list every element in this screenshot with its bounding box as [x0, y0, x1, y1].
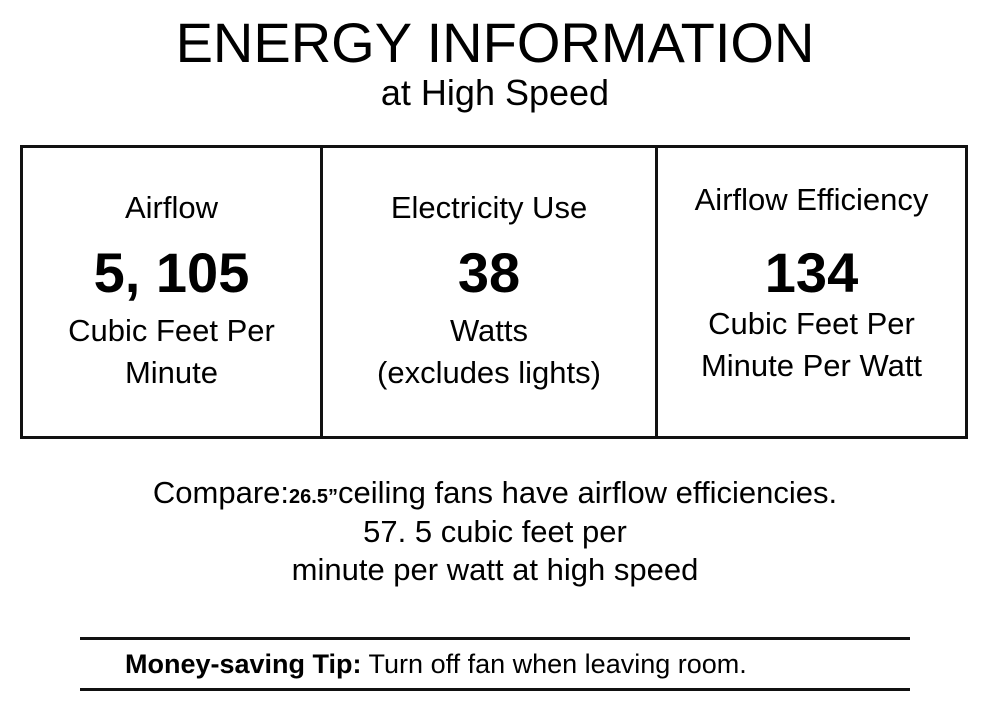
- efficiency-unit-line1: Cubic Feet Per: [708, 306, 915, 341]
- compare-fan-size: 26.5”: [289, 486, 338, 508]
- tip-label: Money-saving Tip:: [125, 649, 362, 679]
- electricity-label: Electricity Use: [390, 190, 588, 225]
- efficiency-column: Airflow Efficiency 134 Cubic Feet Per Mi…: [658, 148, 965, 436]
- energy-info-table: Airflow 5, 105 Cubic Feet Per Minute Ele…: [20, 145, 968, 439]
- airflow-unit-line2: Minute: [124, 355, 219, 390]
- airflow-label: Airflow: [124, 190, 218, 225]
- compare-line2: 57. 5 cubic feet per: [363, 514, 627, 549]
- compare-line1-text: ceiling fans have airflow efficiencies.: [337, 475, 838, 510]
- compare-line1: Compare:26.5”ceiling fans have airflow e…: [0, 474, 990, 516]
- efficiency-label: Airflow Efficiency: [694, 182, 929, 217]
- efficiency-unit-line2: Minute Per Watt: [700, 348, 923, 383]
- compare-line3: minute per watt at high speed: [291, 552, 699, 587]
- compare-prefix: Compare:: [152, 475, 290, 510]
- airflow-unit-line1: Cubic Feet Per: [68, 313, 275, 348]
- page-title: ENERGY INFORMATION: [175, 11, 815, 74]
- efficiency-value: 134: [764, 241, 859, 304]
- electricity-unit-line2: (excludes lights): [377, 355, 601, 390]
- page-subtitle: at High Speed: [380, 72, 610, 113]
- airflow-column: Airflow 5, 105 Cubic Feet Per Minute: [23, 148, 323, 436]
- electricity-value: 38: [457, 241, 521, 304]
- tip-text: Turn off fan when leaving room.: [368, 649, 747, 679]
- airflow-value: 5, 105: [93, 241, 250, 304]
- electricity-unit-line1: Watts: [449, 313, 529, 348]
- money-saving-tip: Money-saving Tip: Turn off fan when leav…: [80, 637, 910, 691]
- electricity-column: Electricity Use 38 Watts (excludes light…: [323, 148, 658, 436]
